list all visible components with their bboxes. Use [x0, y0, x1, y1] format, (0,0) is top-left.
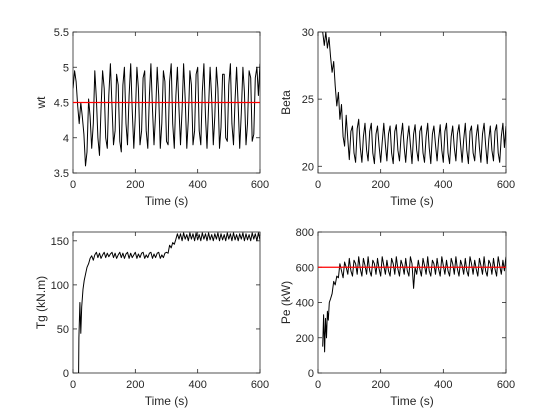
y-axis-label: wt: [34, 96, 48, 110]
x-tick-label: 200: [126, 379, 144, 391]
axes-box: [72, 231, 261, 374]
y-tick-label: 0: [63, 368, 69, 380]
y-tick-label: 5: [63, 62, 69, 74]
subplot-2: 0 200 400 600 20 25 30 Time (s) Beta: [279, 27, 515, 208]
x-tick-label: 200: [371, 379, 389, 391]
y-tick-label: 200: [296, 333, 314, 345]
x-tick-label: 600: [497, 379, 515, 391]
y-tick-label: 0: [308, 368, 314, 380]
y-tick-label: 100: [51, 280, 69, 292]
y-tick-label: 20: [302, 161, 314, 173]
y-tick-label: 25: [302, 94, 314, 106]
x-axis-label: Time (s): [145, 194, 189, 208]
y-tick-label: 150: [51, 236, 69, 248]
x-tick-label: 0: [70, 179, 76, 191]
series-line: [77, 232, 260, 373]
series-line: [322, 256, 506, 353]
x-tick-label: 400: [434, 379, 452, 391]
x-tick-label: 0: [315, 379, 321, 391]
y-axis-label: Tg (kN.m): [34, 276, 48, 329]
x-tick-label: 400: [434, 179, 452, 191]
y-tick-label: 600: [296, 262, 314, 274]
x-axis-label: Time (s): [390, 194, 434, 208]
subplot-3: 0 200 400 600 0 50 100 150 Time (s) Tg (kN.m): [34, 231, 269, 408]
axes-box: [317, 231, 507, 374]
y-axis-label: Beta: [279, 90, 293, 115]
y-tick-label: 30: [302, 27, 314, 39]
x-axis-label: Time (s): [390, 394, 434, 408]
y-tick-label: 5.5: [54, 27, 69, 39]
x-tick-label: 600: [251, 179, 269, 191]
series-line: [73, 63, 260, 167]
subplot-1: 0 200 400 600 3.5 4 4.5 5 5.5 Time (s) wt: [34, 27, 269, 208]
x-tick-label: 400: [188, 379, 206, 391]
y-tick-label: 50: [57, 324, 69, 336]
x-tick-label: 600: [251, 379, 269, 391]
x-tick-label: 200: [126, 179, 144, 191]
y-tick-label: 4: [63, 133, 69, 145]
series-line: [322, 32, 506, 165]
x-tick-label: 0: [315, 179, 321, 191]
x-tick-label: 0: [70, 379, 76, 391]
y-tick-label: 4.5: [54, 98, 69, 110]
y-tick-label: 3.5: [54, 168, 69, 180]
y-axis-label: Pe (kW): [279, 281, 293, 324]
axes-box: [317, 31, 507, 174]
x-tick-label: 200: [371, 179, 389, 191]
y-tick-label: 400: [296, 298, 314, 310]
x-tick-label: 400: [188, 179, 206, 191]
y-tick-label: 800: [296, 227, 314, 239]
x-axis-label: Time (s): [145, 394, 189, 408]
x-tick-label: 600: [497, 179, 515, 191]
subplot-4: 0 200 400 600 0 200 400 600 800 Time (s) Pe (kW): [279, 227, 515, 408]
